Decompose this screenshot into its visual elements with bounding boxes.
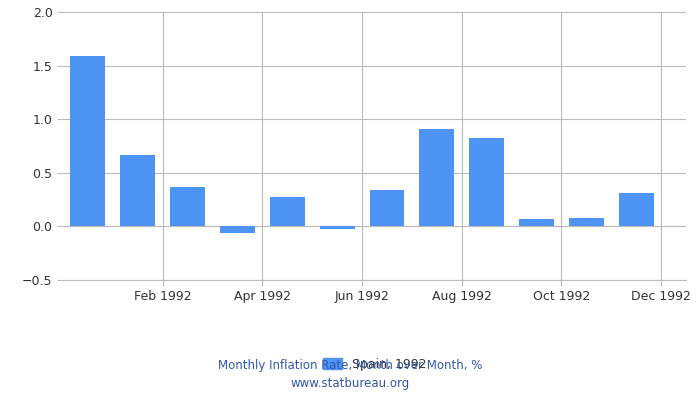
Bar bbox=[469, 138, 504, 226]
Text: www.statbureau.org: www.statbureau.org bbox=[290, 378, 410, 390]
Bar bbox=[419, 129, 454, 226]
Bar bbox=[71, 56, 106, 226]
Bar bbox=[120, 154, 155, 226]
Legend: Spain, 1992: Spain, 1992 bbox=[318, 352, 431, 376]
Bar bbox=[370, 190, 405, 226]
Bar bbox=[519, 219, 554, 226]
Bar bbox=[170, 187, 205, 226]
Bar bbox=[320, 226, 355, 228]
Text: Monthly Inflation Rate, Month over Month, %: Monthly Inflation Rate, Month over Month… bbox=[218, 360, 482, 372]
Bar bbox=[270, 198, 304, 226]
Bar bbox=[569, 218, 604, 226]
Bar bbox=[220, 226, 255, 233]
Bar bbox=[619, 193, 654, 226]
